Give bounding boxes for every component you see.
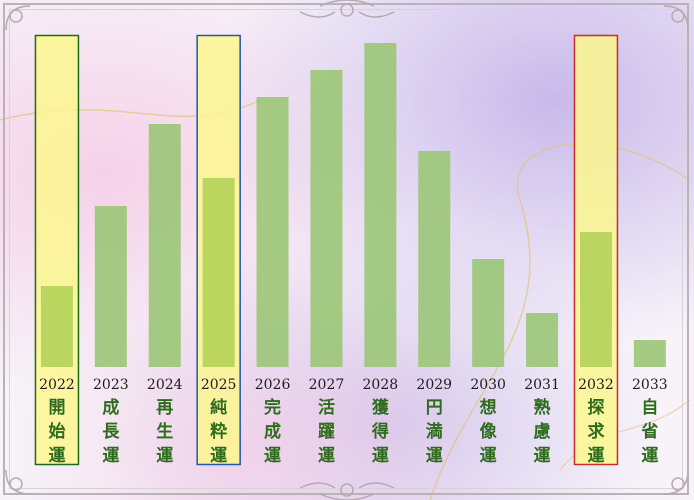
tick-label-2027: 2027	[309, 377, 345, 393]
fortune-label-2031: 熟慮運	[534, 397, 551, 466]
corner-ornament-br	[663, 469, 689, 495]
bar-2030	[472, 259, 505, 367]
fortune-label-2030: 想像運	[480, 397, 498, 466]
bar-2026	[256, 97, 289, 367]
fortune-label-2024: 再生運	[156, 398, 173, 466]
tick-label-2031: 2031	[524, 377, 560, 393]
tick-label-2026: 2026	[255, 377, 291, 393]
inner-frame	[9, 9, 683, 489]
tick-label-2023: 2023	[93, 377, 129, 393]
bar-2029	[418, 151, 451, 367]
fortune-label-2033: 自省運	[640, 397, 658, 466]
fortune-label-2022: 開始運	[48, 398, 65, 466]
bar-2025	[202, 178, 235, 367]
highlight-box-2022	[34, 34, 80, 466]
tick-label-2033: 2033	[632, 377, 668, 393]
tick-label-2029: 2029	[416, 377, 452, 393]
top-ornament	[299, 0, 395, 18]
corner-ornament-tr	[663, 5, 689, 31]
fortune-label-2027: 活躍運	[318, 397, 335, 466]
bar-2024	[148, 124, 181, 367]
bar-2032	[579, 232, 612, 367]
tick-label-2025: 2025	[201, 377, 237, 393]
bar-2033	[633, 340, 666, 367]
tick-label-2032: 2032	[578, 377, 614, 393]
bar-2022	[40, 286, 73, 367]
tick-label-2030: 2030	[470, 377, 506, 393]
corner-ornament-bl	[5, 469, 31, 495]
tick-label-2022: 2022	[39, 377, 75, 393]
bar-2028	[364, 43, 397, 367]
fortune-label-2023: 成長運	[102, 397, 120, 466]
highlight-box-2032	[573, 34, 619, 466]
fortune-label-2032: 探求運	[587, 397, 604, 466]
corner-ornament-tl	[5, 5, 31, 31]
bar-2023	[94, 206, 127, 367]
fortune-label-2028: 獲得運	[371, 398, 390, 466]
bottom-ornament	[299, 482, 395, 500]
bar-2027	[310, 70, 343, 367]
highlight-box-2025	[196, 34, 241, 466]
tick-label-2028: 2028	[363, 377, 399, 393]
fortune-label-2029: 円満運	[426, 398, 443, 466]
tick-label-2024: 2024	[147, 377, 183, 393]
fortune-label-2026: 完成運	[264, 397, 281, 466]
highlight-fill-2022	[35, 35, 78, 465]
fortune-label-2025: 純粋運	[210, 397, 227, 466]
bar-2031	[526, 313, 559, 367]
